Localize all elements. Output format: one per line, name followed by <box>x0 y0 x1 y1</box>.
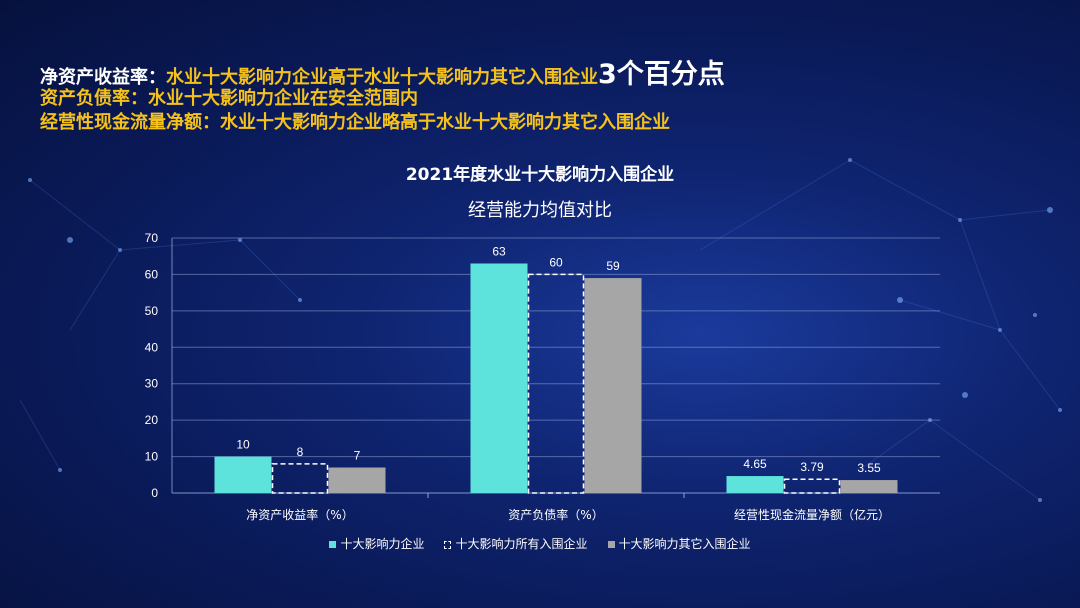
y-tick-label: 50 <box>145 304 159 318</box>
y-tick-label: 0 <box>151 486 158 500</box>
legend-item: 十大影响力其它入围企业 <box>607 535 751 552</box>
headline-roe-emphasis: 3个百分点 <box>598 59 725 90</box>
data-label: 8 <box>297 445 304 459</box>
legend-label: 十大影响力其它入围企业 <box>618 537 751 551</box>
data-label: 4.65 <box>743 457 767 471</box>
legend-swatch <box>329 541 337 548</box>
bar-3 <box>328 467 386 493</box>
headline-cash-flow-value: 水业十大影响力企业略高于水业十大影响力其它入围企业 <box>220 112 670 133</box>
data-label: 63 <box>492 245 506 259</box>
bar-3 <box>584 278 642 493</box>
legend-swatch <box>607 541 615 548</box>
y-tick-label: 70 <box>145 231 159 245</box>
legend-label: 十大影响力所有入围企业 <box>455 537 588 551</box>
y-tick-label: 60 <box>145 267 159 281</box>
data-label: 60 <box>549 255 563 269</box>
y-tick-label: 40 <box>145 340 159 354</box>
headline-debt-ratio-key: 资产负债率： <box>40 88 148 109</box>
chart-subtitle: 经营能力均值对比 <box>468 200 612 221</box>
chart-legend: 十大影响力企业 十大影响力所有入围企业 十大影响力其它入围企业 <box>0 535 1080 552</box>
bar-2 <box>271 463 329 494</box>
x-category-label: 净资产收益率（%） <box>246 507 353 522</box>
headline-debt-ratio-value: 水业十大影响力企业在安全范围内 <box>148 88 418 109</box>
bar-2 <box>527 273 585 494</box>
bar-3 <box>840 480 898 493</box>
legend-item: 十大影响力企业 <box>329 535 424 552</box>
legend-label: 十大影响力企业 <box>340 537 425 551</box>
data-label: 7 <box>354 449 361 463</box>
bar-1 <box>214 456 272 493</box>
headline-cash-flow: 经营性现金流量净额：水业十大影响力企业略高于水业十大影响力其它入围企业 <box>40 108 670 134</box>
headline-roe-key: 净资产收益率： <box>40 67 166 88</box>
bar-1 <box>470 263 528 493</box>
headline-roe-value: 水业十大影响力企业高于水业十大影响力其它入围企业 <box>166 67 598 88</box>
data-label: 59 <box>606 259 620 273</box>
data-label: 3.55 <box>857 461 881 475</box>
x-category-label: 经营性现金流量净额（亿元） <box>734 507 890 522</box>
headline-cash-flow-key: 经营性现金流量净额： <box>40 112 220 133</box>
headline-roe: 净资产收益率：水业十大影响力企业高于水业十大影响力其它入围企业3个百分点 <box>40 52 725 91</box>
legend-swatch <box>444 540 452 549</box>
data-label: 3.79 <box>800 460 824 474</box>
x-category-label: 资产负债率（%） <box>508 507 603 522</box>
data-label: 10 <box>236 438 250 452</box>
bar-1 <box>726 476 784 493</box>
chart-title: 2021年度水业十大影响力入围企业 <box>405 165 675 185</box>
y-tick-label: 10 <box>145 450 159 464</box>
y-tick-label: 20 <box>145 413 159 427</box>
y-tick-label: 30 <box>145 377 159 391</box>
legend-item: 十大影响力所有入围企业 <box>444 535 588 552</box>
bar-2 <box>783 478 841 494</box>
headline-debt-ratio: 资产负债率：水业十大影响力企业在安全范围内 <box>40 84 418 110</box>
